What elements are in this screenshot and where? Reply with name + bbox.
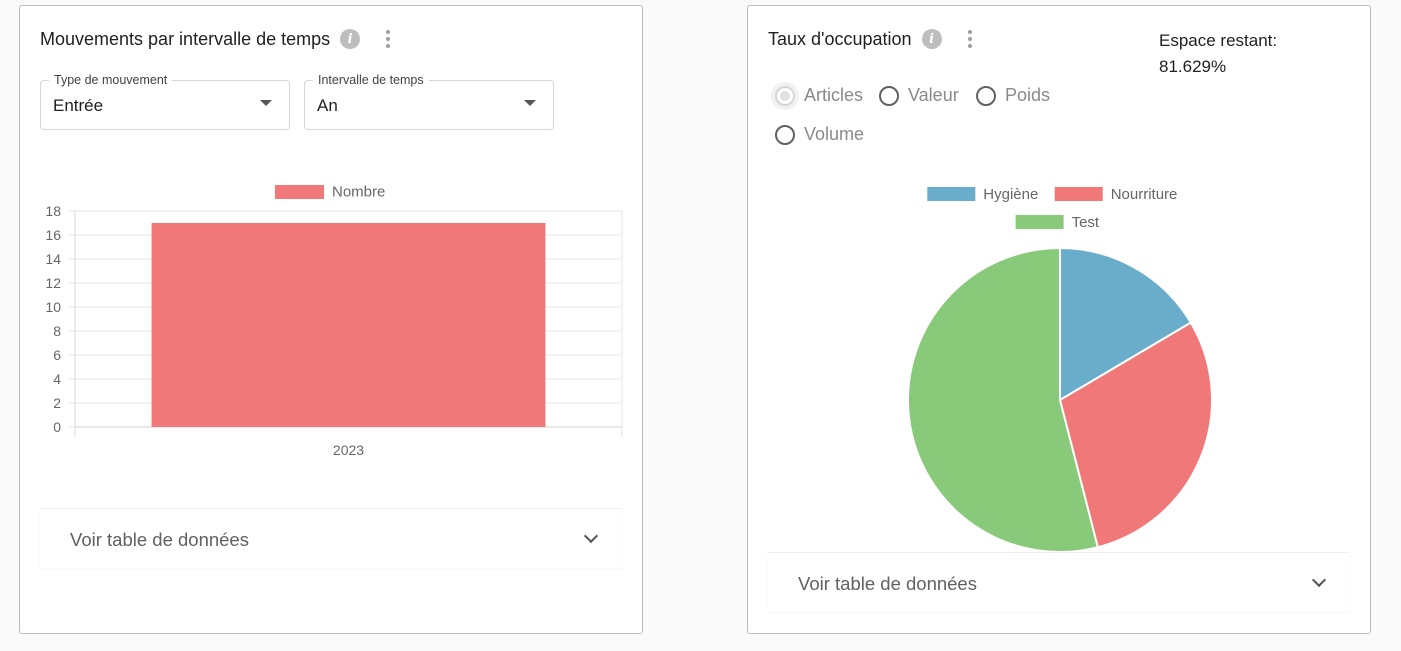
legend-label: Nourriture [1111,186,1178,203]
data-table-toggle[interactable]: Voir table de données [768,552,1350,612]
data-table-label: Voir table de données [70,529,249,550]
movement-type-value: Entrée [53,96,104,115]
y-tick-label: 12 [45,275,61,291]
y-tick-label: 16 [45,227,61,243]
radio-volume[interactable]: Volume [775,124,864,145]
legend-swatch [275,185,324,199]
legend-label: Test [1072,214,1100,231]
time-interval-select[interactable]: Intervalle de temps An [304,73,554,130]
movement-type-select[interactable]: Type de mouvement Entrée [40,73,290,130]
remaining-space-label: Espace restant: [1159,31,1278,50]
info-icon[interactable]: i [340,29,361,49]
x-tick-label: 2023 [333,442,364,458]
occupation-card-header: Taux d'occupation i [768,28,974,50]
chevron-down-icon [583,528,599,544]
movement-type-label: Type de mouvement [49,73,173,87]
movements-card-title: Mouvements par intervalle de temps [40,28,331,49]
occupation-card-title: Taux d'occupation [768,28,912,49]
legend-swatch [1054,187,1103,201]
pie-slice [1059,246,1193,402]
y-tick-label: 18 [45,203,61,219]
data-table-toggle[interactable]: Voir table de données [40,508,622,568]
data-table-label: Voir table de données [798,573,977,594]
radio-poids[interactable]: Poids [976,85,1050,106]
legend-swatch [927,187,976,201]
dropdown-arrow-icon [524,100,536,106]
legend-label: Nombre [332,184,385,201]
y-tick-label: 14 [45,251,61,267]
pie-slice [1058,321,1213,549]
radio-button[interactable] [879,85,899,106]
movements-bar-chart: 0 2 4 6 8 10 12 14 16 18 2023 Nombre [45,184,623,458]
radio-label: Poids [1005,85,1051,105]
radio-button[interactable] [775,85,795,106]
radio-button[interactable] [976,85,996,106]
radio-label: Articles [804,85,864,105]
y-tick-label: 6 [53,347,61,363]
y-tick-label: 8 [53,323,61,339]
chevron-down-icon [1311,572,1327,588]
radio-articles[interactable]: Articles [775,85,863,106]
pie-slice [907,246,1100,553]
radio-label: Valeur [908,85,959,105]
y-tick-label: 2 [53,395,61,411]
radio-button[interactable] [775,124,795,145]
radio-label: Volume [804,124,865,144]
y-tick-label: 4 [53,371,61,387]
radio-valeur[interactable]: Valeur [879,85,959,106]
time-interval-value: An [317,96,338,115]
legend-label: Hygiène [983,186,1038,203]
remaining-space-value: 81.629% [1159,57,1227,76]
movements-card-header: Mouvements par intervalle de temps i [40,28,392,50]
remaining-space: Espace restant: 81.629% [1159,28,1277,80]
y-tick-label: 10 [45,299,61,315]
dropdown-arrow-icon [260,100,272,106]
bar [151,223,546,427]
more-vert-icon[interactable] [384,28,392,50]
more-vert-icon[interactable] [966,28,974,50]
occupation-card: Taux d'occupation i Espace restant: 81.6… [747,5,1371,634]
y-tick-label: 0 [53,419,61,435]
info-icon[interactable]: i [921,29,942,49]
occupation-pie-chart: Hygiène Nourriture Test [907,186,1213,553]
legend-swatch [1015,215,1064,229]
movements-card: Mouvements par intervalle de temps i Typ… [19,5,643,634]
time-interval-label: Intervalle de temps [313,73,429,87]
